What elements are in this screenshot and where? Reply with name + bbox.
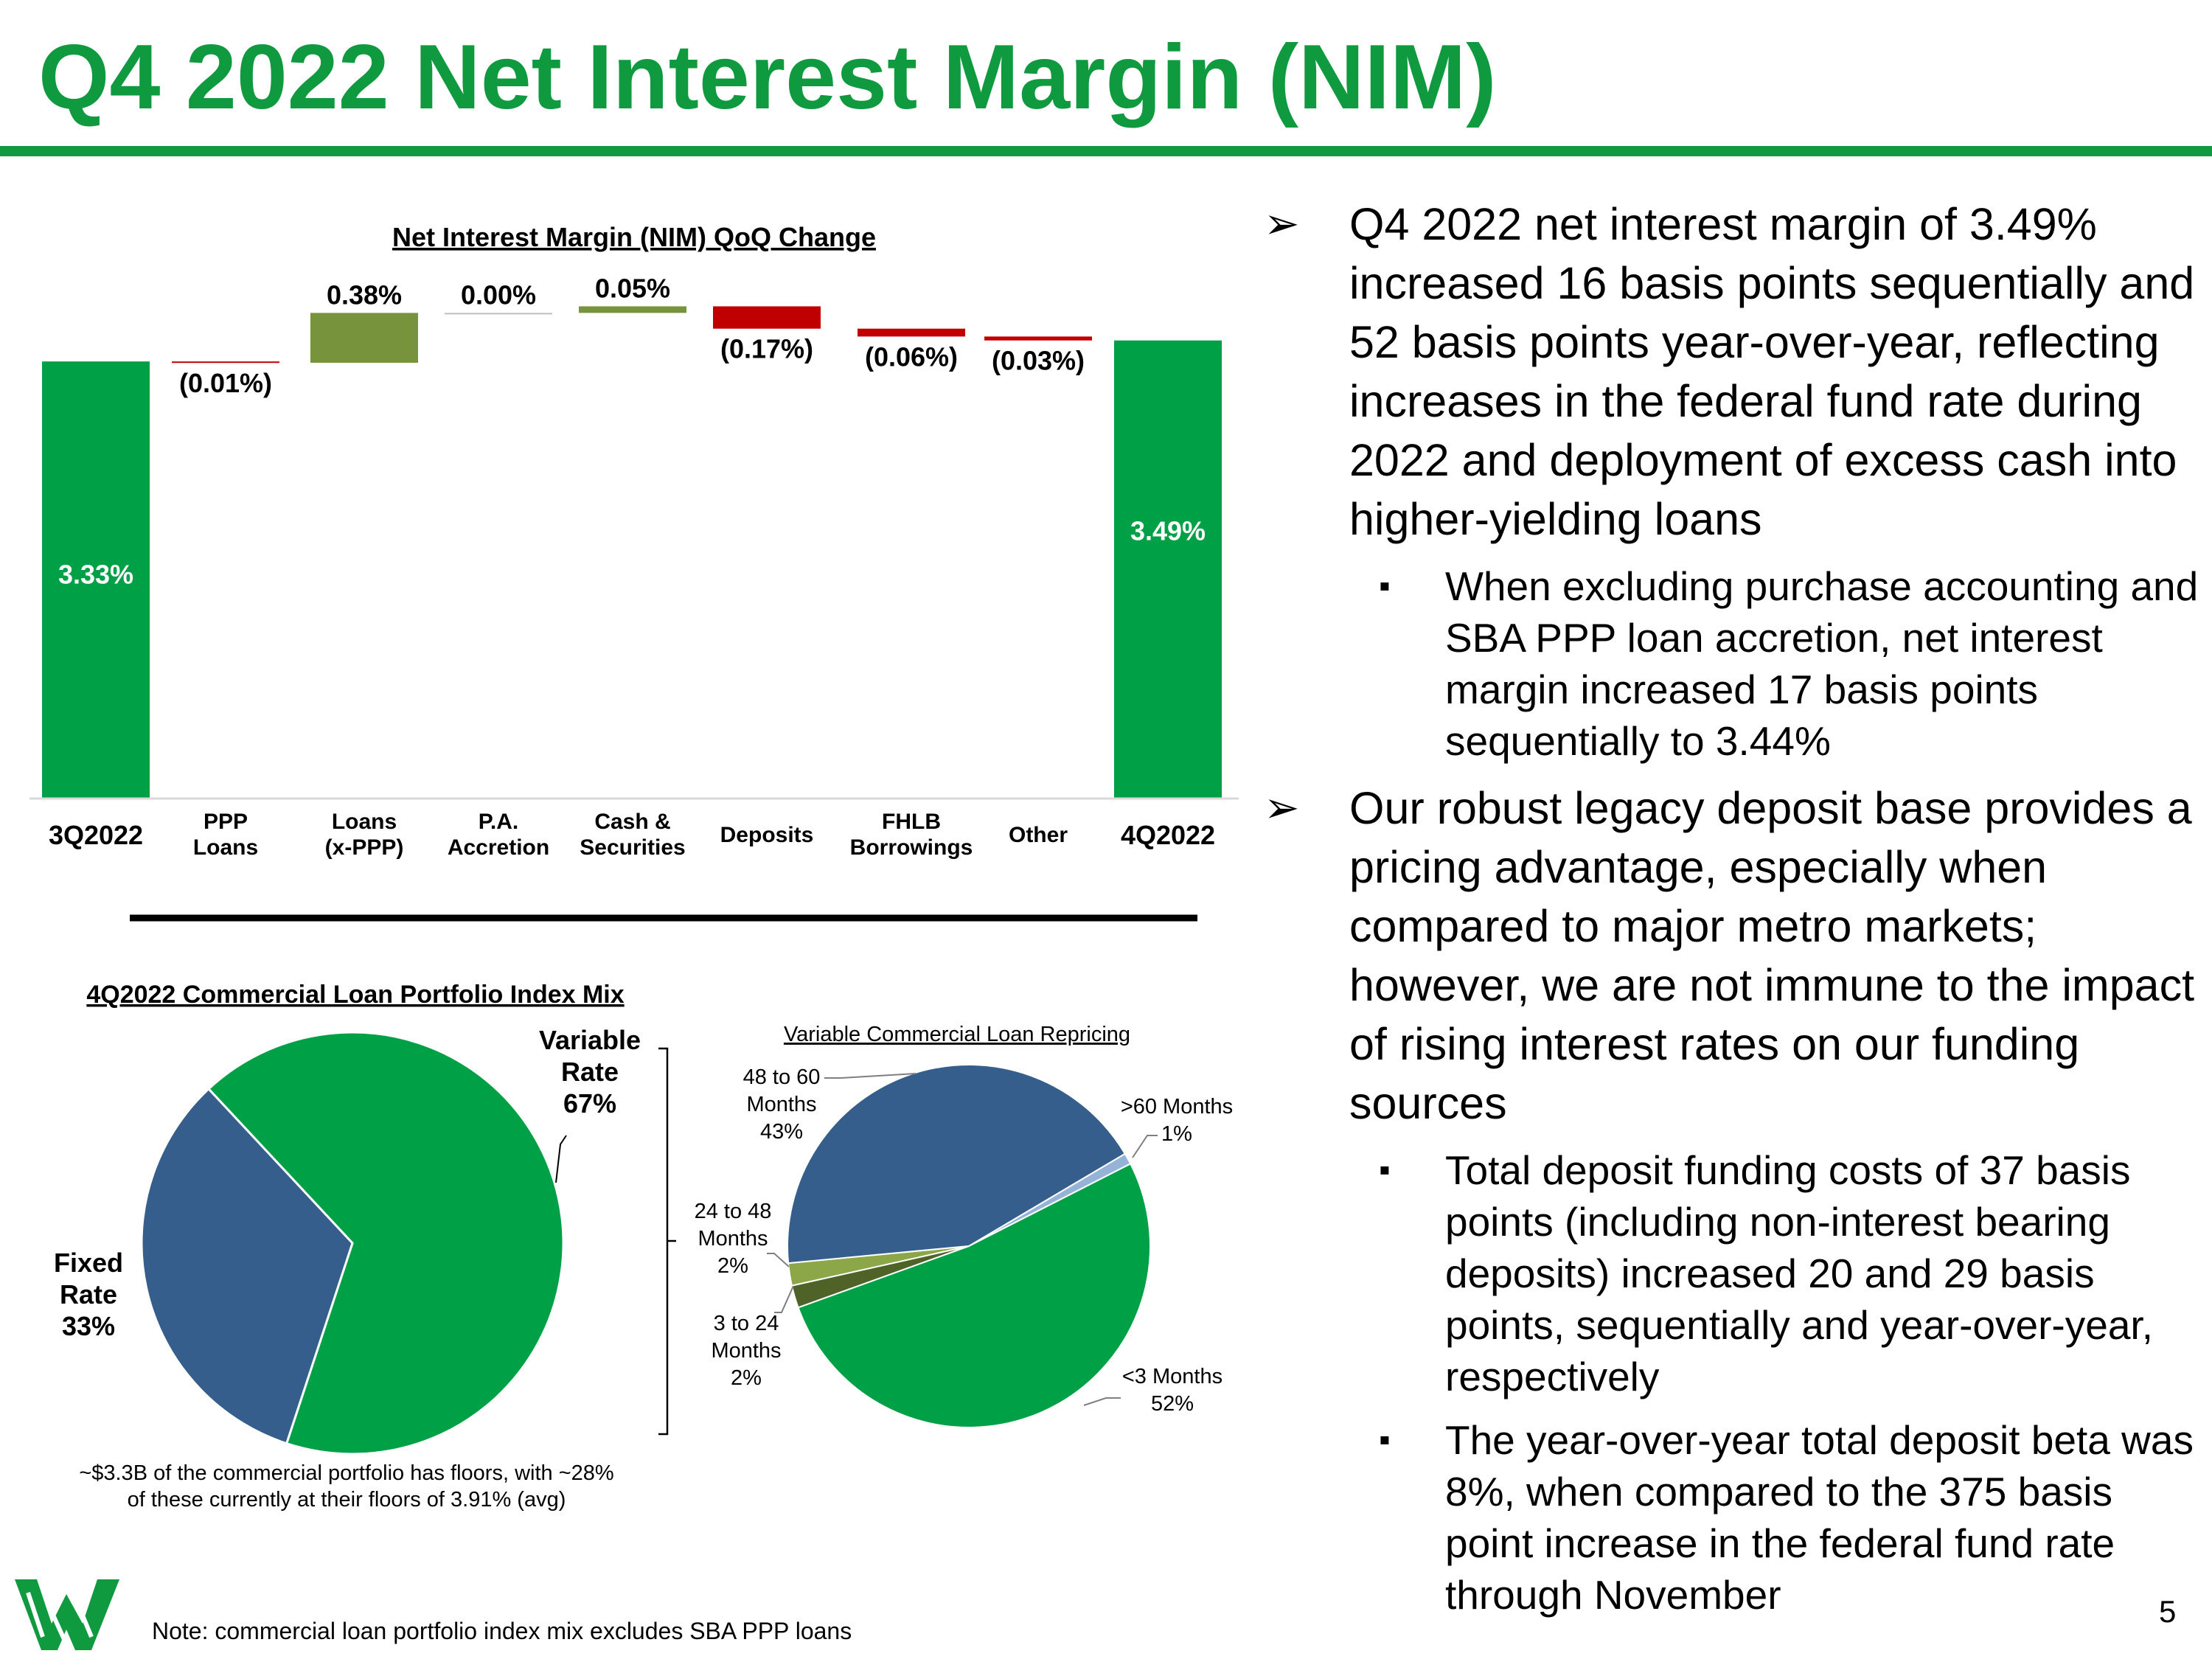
repricing-slice-label: 52%: [1151, 1392, 1194, 1416]
waterfall-bar: [42, 361, 150, 799]
bullet-text: Our robust legacy deposit base provides …: [1349, 783, 2195, 1128]
repricing-slice-label: 2%: [717, 1254, 748, 1278]
nim-waterfall-chart: Net Interest Margin (NIM) QoQ Change 3.3…: [29, 222, 1239, 922]
repricing-slice-label: >60 Months: [1121, 1095, 1233, 1119]
index-mix-title: 4Q2022 Commercial Loan Portfolio Index M…: [86, 981, 624, 1009]
waterfall-category-label: FHLB: [882, 810, 941, 834]
waterfall-bar: [858, 328, 965, 337]
repricing-title: Variable Commercial Loan Repricing: [784, 1023, 1130, 1046]
index-mix-slice-label: Rate: [60, 1279, 117, 1310]
waterfall-category-label: PPP: [204, 810, 248, 834]
repricing-leader-line: [1132, 1135, 1158, 1158]
waterfall-category-label: Deposits: [720, 823, 814, 847]
index-mix-slice-label: Variable: [539, 1025, 641, 1055]
title-underline: [0, 146, 2212, 156]
bullet-arrow-icon: ➢: [1264, 200, 1300, 248]
repricing-leader-line: [774, 1285, 794, 1313]
waterfall-category-label: Borrowings: [850, 835, 973, 860]
waterfall-bar: [172, 361, 279, 364]
index-mix-leader-line: [555, 1135, 567, 1183]
waterfall-value-label: (0.03%): [992, 346, 1085, 376]
waterfall-bar: [1114, 340, 1222, 799]
bullet-deposit-base: ➢ Our robust legacy deposit base provide…: [1264, 779, 2200, 1133]
waterfall-bar: [713, 306, 821, 329]
waterfall-value-label: 3.33%: [58, 560, 133, 590]
repricing-slice-label: 24 to 48: [695, 1200, 772, 1223]
waterfall-category-label: Loans: [332, 810, 397, 834]
repricing-slice-label: 48 to 60: [743, 1065, 821, 1089]
waterfall-value-label: 0.05%: [595, 273, 670, 303]
index-mix-slice-label: 33%: [62, 1311, 115, 1341]
page-number: 5: [2159, 1594, 2177, 1629]
index-mix-slice-label: Fixed: [54, 1248, 123, 1278]
square-bullet-icon: ▪: [1379, 568, 1391, 604]
waterfall-category-label: 4Q2022: [1121, 820, 1215, 850]
index-mix-slice-label: Rate: [561, 1057, 619, 1087]
index-mix-pie-chart: 4Q2022 Commercial Loan Portfolio Index M…: [54, 981, 676, 1512]
waterfall-bar: [310, 313, 418, 364]
waterfall-value-label: 0.00%: [461, 279, 536, 310]
repricing-leader-line: [1083, 1397, 1121, 1406]
waterfall-value-label: (0.06%): [865, 341, 958, 372]
company-logo: [12, 1563, 122, 1655]
waterfall-category-label: Loans: [193, 835, 258, 860]
sub-bullet-adjusted-nim: ▪ When excluding purchase accounting and…: [1264, 560, 2200, 767]
bullet-nim: ➢ Q4 2022 net interest margin of 3.49% i…: [1264, 195, 2200, 549]
waterfall-value-label: (0.01%): [179, 368, 272, 398]
square-bullet-icon: ▪: [1379, 1152, 1391, 1188]
repricing-slice-label: 1%: [1161, 1122, 1192, 1146]
page-title: Q4 2022 Net Interest Margin (NIM): [38, 27, 1497, 128]
waterfall-category-label: Accretion: [448, 835, 549, 860]
sub-bullet-text: When excluding purchase accounting and S…: [1445, 563, 2199, 764]
repricing-slice-label: Months: [711, 1339, 781, 1363]
footer-note: Note: commercial loan portfolio index mi…: [152, 1618, 852, 1644]
waterfall-title: Net Interest Margin (NIM) QoQ Change: [392, 222, 876, 252]
repricing-slice-label: 3 to 24: [714, 1312, 779, 1335]
waterfall-category-label: 3Q2022: [49, 820, 143, 850]
sub-bullet-text: Total deposit funding costs of 37 basis …: [1445, 1147, 2153, 1399]
repricing-leader-line: [824, 1073, 917, 1079]
waterfall-bar: [984, 336, 1092, 341]
index-mix-footnote-line-2: of these currently at their floors of 3.…: [128, 1488, 566, 1512]
waterfall-category-label: Cash &: [594, 810, 670, 834]
waterfall-category-label: Other: [1009, 823, 1068, 847]
grouping-bracket: [658, 1047, 676, 1436]
index-mix-slice-label: 67%: [563, 1088, 616, 1119]
repricing-slice-label: <3 Months: [1122, 1365, 1222, 1388]
repricing-slice-label: Months: [746, 1093, 816, 1116]
repricing-slice-label: 43%: [760, 1120, 803, 1144]
index-mix-slice: [140, 1087, 354, 1445]
waterfall-category-label: P.A.: [479, 810, 518, 834]
waterfall-category-label: (x-PPP): [325, 835, 404, 860]
waterfall-category-label: Securities: [580, 835, 685, 860]
sub-bullet-deposit-costs: ▪ Total deposit funding costs of 37 basi…: [1264, 1144, 2200, 1402]
commentary-bullets: ➢ Q4 2022 net interest margin of 3.49% i…: [1264, 195, 2200, 1632]
repricing-slice-label: 2%: [731, 1366, 762, 1390]
waterfall-value-label: 0.38%: [327, 279, 402, 310]
sub-bullet-deposit-beta: ▪ The year-over-year total deposit beta …: [1264, 1414, 2200, 1621]
repricing-leader-line: [767, 1253, 790, 1267]
repricing-pie-chart: Variable Commercial Loan Repricing >60 M…: [695, 1023, 1233, 1428]
square-bullet-icon: ▪: [1379, 1422, 1391, 1458]
sub-bullet-text: The year-over-year total deposit beta wa…: [1445, 1417, 2194, 1618]
waterfall-value-label: 3.49%: [1130, 515, 1206, 546]
bullet-arrow-icon: ➢: [1264, 784, 1300, 832]
waterfall-bar: [579, 306, 686, 313]
bullet-text: Q4 2022 net interest margin of 3.49% inc…: [1349, 199, 2195, 544]
index-mix-slice: [206, 1031, 565, 1455]
index-mix-footnote-line-1: ~$3.3B of the commercial portfolio has f…: [79, 1461, 613, 1485]
waterfall-value-label: (0.17%): [720, 334, 813, 364]
repricing-slice-label: Months: [698, 1227, 768, 1251]
repricing-slice: [797, 1162, 1151, 1428]
waterfall-bar: [445, 313, 552, 315]
